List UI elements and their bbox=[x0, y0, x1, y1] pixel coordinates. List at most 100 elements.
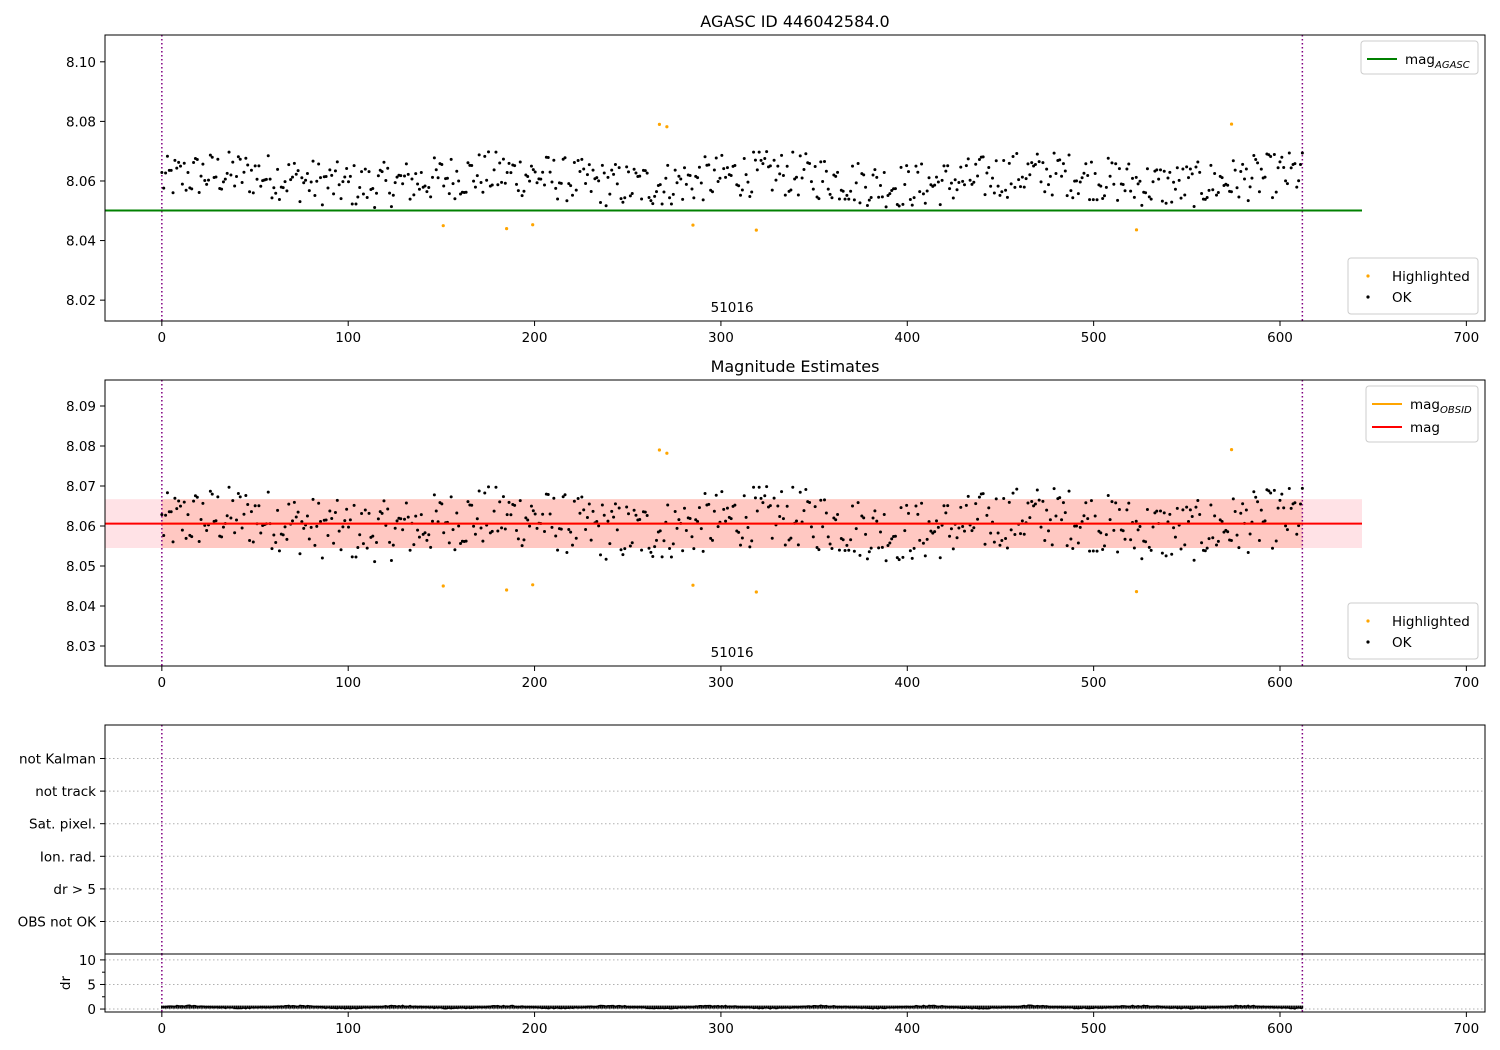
dr-marker bbox=[323, 1005, 326, 1009]
ok-point bbox=[528, 179, 532, 183]
ok-point bbox=[548, 512, 552, 516]
dr-marker bbox=[933, 1005, 936, 1009]
y-tick-label: 5 bbox=[87, 977, 96, 993]
ok-point bbox=[1080, 176, 1084, 180]
ok-point bbox=[240, 526, 244, 530]
dr-marker bbox=[967, 1005, 970, 1009]
ok-point bbox=[561, 495, 565, 499]
ok-point bbox=[1293, 501, 1297, 505]
ok-point bbox=[233, 531, 237, 535]
ok-point bbox=[466, 161, 470, 165]
ok-point bbox=[384, 523, 388, 527]
ok-point bbox=[343, 175, 347, 179]
dr-marker bbox=[805, 1005, 807, 1009]
dr-marker bbox=[674, 1005, 676, 1009]
ok-point bbox=[556, 197, 560, 201]
ok-point bbox=[1284, 524, 1288, 528]
ok-point bbox=[977, 157, 981, 161]
ok-point bbox=[1147, 195, 1151, 199]
ok-point bbox=[628, 194, 632, 198]
dr-marker bbox=[1253, 1005, 1255, 1009]
ok-point bbox=[938, 203, 942, 207]
flag-category-label: Sat. pixel. bbox=[29, 817, 96, 833]
ok-point bbox=[781, 517, 785, 521]
ok-point bbox=[554, 186, 558, 190]
ok-point bbox=[165, 154, 169, 158]
dr-marker bbox=[707, 1005, 710, 1009]
ok-point bbox=[959, 165, 963, 169]
ok-point bbox=[533, 512, 537, 516]
ok-point bbox=[333, 169, 337, 173]
ok-point bbox=[332, 192, 336, 196]
ok-point bbox=[354, 555, 358, 559]
ok-point bbox=[1155, 509, 1159, 513]
ok-point bbox=[208, 489, 212, 493]
ok-point bbox=[251, 191, 255, 195]
dr-marker bbox=[291, 1005, 294, 1009]
ok-point bbox=[1267, 489, 1271, 493]
dr-marker bbox=[351, 1005, 354, 1009]
ok-point bbox=[248, 190, 252, 194]
ok-point bbox=[1015, 151, 1019, 155]
dr-marker bbox=[989, 1005, 992, 1009]
ok-point bbox=[231, 160, 235, 164]
ok-point bbox=[643, 169, 647, 173]
dr-marker bbox=[414, 1005, 417, 1009]
ok-point bbox=[1216, 190, 1220, 194]
ok-point bbox=[935, 175, 939, 179]
dr-marker bbox=[681, 1005, 684, 1009]
ok-point bbox=[1256, 500, 1260, 504]
ok-point bbox=[408, 548, 412, 552]
dr-marker bbox=[808, 1005, 811, 1009]
x-tick-label: 100 bbox=[335, 330, 361, 346]
ok-point bbox=[1005, 546, 1009, 550]
ok-point bbox=[837, 548, 841, 552]
ok-point bbox=[907, 511, 911, 515]
ok-point bbox=[826, 535, 830, 539]
dr-marker bbox=[442, 1005, 445, 1009]
ok-point bbox=[496, 183, 500, 187]
dr-marker bbox=[461, 1005, 464, 1009]
ok-point bbox=[285, 537, 289, 541]
ok-point bbox=[399, 174, 403, 178]
ok-point bbox=[1220, 520, 1224, 524]
dr-marker bbox=[1249, 1005, 1251, 1009]
dr-marker bbox=[1088, 1005, 1091, 1009]
ok-point bbox=[1276, 506, 1280, 510]
ok-point bbox=[1005, 195, 1009, 199]
ok-point bbox=[668, 196, 672, 200]
dr-marker bbox=[833, 1005, 835, 1009]
ok-point bbox=[690, 187, 694, 191]
dr-marker bbox=[1103, 1005, 1106, 1009]
dr-marker bbox=[1185, 1005, 1188, 1009]
ok-point bbox=[186, 170, 190, 174]
dr-marker bbox=[905, 1005, 908, 1009]
ok-point bbox=[1198, 513, 1202, 517]
ok-point bbox=[1138, 524, 1142, 528]
ok-point bbox=[809, 180, 813, 184]
dr-marker bbox=[433, 1005, 436, 1009]
ok-point bbox=[901, 555, 905, 559]
ok-point bbox=[1123, 537, 1127, 541]
dr-marker bbox=[418, 1005, 421, 1009]
ok-point bbox=[283, 180, 287, 184]
ok-point bbox=[184, 188, 188, 192]
dr-marker bbox=[379, 1005, 382, 1009]
y-tick-label: 8.04 bbox=[66, 599, 96, 615]
ok-point bbox=[361, 192, 365, 196]
dr-marker bbox=[1165, 1005, 1167, 1009]
ok-point bbox=[796, 193, 800, 197]
dr-marker bbox=[185, 1005, 187, 1009]
ok-point bbox=[569, 530, 573, 534]
ok-point bbox=[739, 193, 743, 197]
dr-marker bbox=[1126, 1005, 1128, 1009]
ok-point bbox=[748, 195, 752, 199]
ok-point bbox=[356, 195, 360, 199]
ok-point bbox=[292, 500, 296, 504]
ok-point bbox=[1162, 511, 1166, 515]
dr-marker bbox=[1204, 1005, 1207, 1009]
ok-point bbox=[903, 182, 907, 186]
ok-point bbox=[628, 544, 632, 548]
ok-point bbox=[907, 170, 911, 174]
highlighted-points bbox=[441, 448, 1234, 594]
